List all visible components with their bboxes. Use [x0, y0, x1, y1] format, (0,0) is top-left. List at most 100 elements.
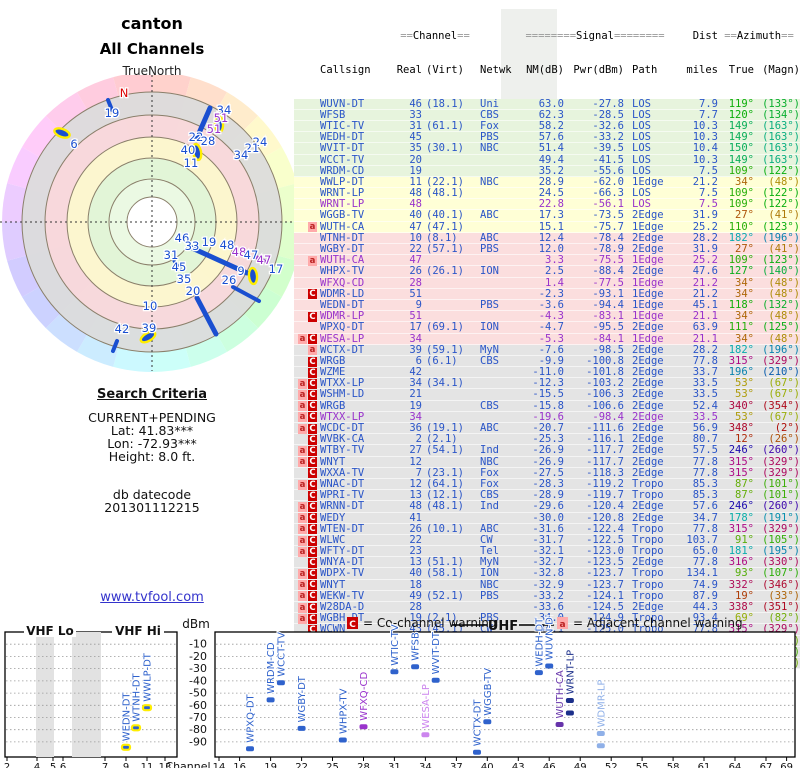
real-channel: 49 [409, 589, 422, 602]
real-channel: 22 [409, 533, 422, 546]
power-dbm: -122.5 [586, 533, 624, 546]
channel-number-label: 48 [232, 245, 247, 259]
azimuth-true: 338° [728, 601, 754, 614]
co-channel-warning-badge: C [308, 468, 317, 479]
channel-number-label: 33 [185, 239, 200, 253]
noise-margin: 62.3 [538, 108, 564, 121]
real-channel: 17 [409, 321, 422, 334]
network: CBS [480, 108, 499, 121]
network: NBC [480, 455, 499, 468]
co-channel-warning-badge: C [308, 602, 317, 613]
noise-margin: 22.8 [538, 198, 564, 211]
page-title: canton [121, 14, 183, 33]
channel-number-label: 48 [220, 238, 235, 252]
table-row: WUVN-DT 46 (18.1) Uni 63.0 -27.8 LOS 7.9 119° (13… [294, 97, 800, 110]
azimuth-magnetic: (101°) [762, 477, 800, 490]
noise-margin: 63.0 [538, 97, 564, 110]
distance-miles: 10.4 [692, 142, 718, 155]
path: 2Edge [632, 422, 664, 435]
noise-margin: -4.7 [538, 321, 564, 334]
path: LOS [632, 198, 651, 211]
azimuth-magnetic: (196°) [762, 231, 800, 244]
callsign: WVBK-CA [320, 433, 365, 446]
signal-bar-label: WGGB-TV [483, 668, 494, 716]
power-dbm: -66.3 [592, 187, 624, 200]
real-channel: 6 [415, 354, 422, 367]
distance-miles: 77.8 [692, 455, 718, 468]
azimuth-true: 348° [728, 422, 754, 435]
azimuth-true: 34° [735, 276, 754, 289]
real-channel: 46 [409, 97, 422, 110]
co-channel-warning-badge: C [308, 289, 317, 300]
power-dbm: -33.2 [592, 131, 624, 144]
callsign: WZME [320, 366, 346, 379]
real-channel: 40 [409, 567, 422, 580]
uhf-label: UHF [488, 619, 518, 634]
azimuth-true: 315° [728, 354, 754, 367]
channel-number-label: 20 [186, 284, 201, 298]
power-dbm: -73.5 [592, 209, 624, 222]
signal-bar-label: WRNT-LP [565, 650, 576, 695]
power-dbm: -122.4 [586, 522, 624, 535]
azimuth-true: 181° [728, 545, 754, 558]
station-marker-line [172, 259, 182, 270]
distance-miles: 87.9 [692, 589, 718, 602]
signal-strength-chart: C = Co-channel warning a = Adjacent channel… [0, 609, 800, 768]
co-channel-warning-badge: C [308, 423, 317, 434]
network: PBS [480, 589, 499, 602]
callsign: WHPX-TV [320, 265, 365, 278]
virtual-channel: (10.1) [426, 522, 464, 535]
distance-miles: 77.8 [692, 522, 718, 535]
channel-tick-label: 58 [667, 762, 680, 768]
distance-miles: 28.2 [692, 343, 718, 356]
tvfool-link[interactable]: www.tvfool.com [100, 590, 204, 605]
signal-bar-label: WUVN-DT [545, 615, 556, 660]
noise-margin: -32.7 [532, 556, 564, 569]
power-dbm: -28.5 [592, 108, 624, 121]
azimuth-true: 246° [728, 444, 754, 457]
network: Fox [480, 119, 499, 132]
virtual-channel: (58.1) [426, 567, 464, 580]
power-dbm: -119.2 [586, 477, 624, 490]
real-channel: 19 [409, 612, 422, 625]
noise-margin: -12.3 [532, 377, 564, 390]
azimuth-true: 34° [735, 175, 754, 188]
azimuth-magnetic: (163°) [762, 153, 800, 166]
azimuth-true: 196° [728, 366, 754, 379]
table-row: C WNYA-DT 13 (51.1) MyN -32.7 -123.5 2Edge 77.8 3… [294, 556, 800, 569]
real-channel: 20 [409, 153, 422, 166]
vhf-hi-label: VHF Hi [115, 624, 161, 638]
azimuth-magnetic: (346°) [762, 578, 800, 591]
channel-tick-label: 52 [605, 762, 618, 768]
azimuth-true: 93° [735, 567, 754, 580]
azimuth-magnetic: (26°) [768, 433, 800, 446]
channel-number-label: 51 [214, 111, 229, 125]
real-channel: 19 [409, 164, 422, 177]
db-datecode: db datecode 201301112215 [0, 488, 304, 514]
table-row: WGGB-TV 40 (40.1) ABC 17.3 -73.5 2Edge 31.9 27° (… [294, 209, 800, 222]
dbm-tick-label: -80 [189, 723, 207, 736]
path: 2Edge [632, 377, 664, 390]
virtual-channel: (8.1) [426, 231, 458, 244]
real-channel: 33 [409, 108, 422, 121]
channel-tick-label: 64 [729, 762, 742, 768]
azimuth-true: 178° [728, 511, 754, 524]
table-row: a C WESA-LP 34 -5.3 -84.1 1Edge 21.1 34° (48°) [294, 333, 800, 345]
vhf-unused-band [36, 632, 54, 757]
channel-tick-label: 55 [636, 762, 649, 768]
station-marker-line [106, 98, 114, 112]
azimuth-true: 12° [735, 433, 754, 446]
path: Tropo [632, 522, 664, 535]
virtual-channel: (12.1) [426, 489, 464, 502]
azimuth-true: 34° [735, 310, 754, 323]
signal-bar-label: WDMR-LP [596, 680, 607, 728]
adjacent-warning-badge: a [298, 535, 307, 546]
dbm-tick-label: -60 [189, 699, 207, 712]
power-dbm: -77.5 [592, 276, 624, 289]
vhf-unused-band [72, 632, 101, 757]
distance-miles: 10.3 [692, 131, 718, 144]
channel-tick-label: 43 [512, 762, 525, 768]
co-channel-warning-badge: C [308, 501, 317, 512]
azimuth-magnetic: (122°) [762, 164, 800, 177]
power-dbm: -95.5 [592, 321, 624, 334]
